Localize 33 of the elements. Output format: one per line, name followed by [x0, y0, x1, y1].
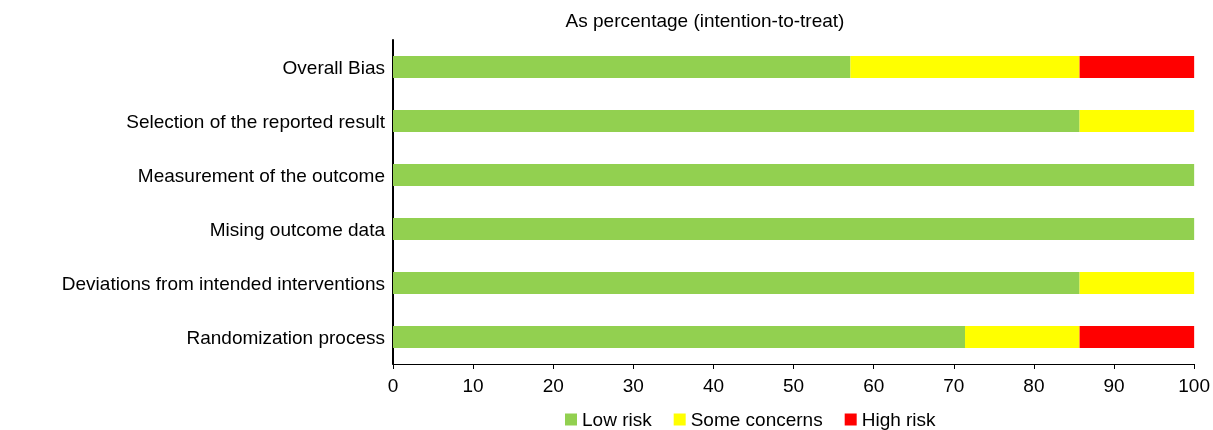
x-tick-label: 70 — [943, 375, 965, 396]
x-tick-label: 50 — [783, 375, 805, 396]
y-tick-label: Overall Bias — [282, 56, 385, 78]
x-tick-label: 10 — [462, 375, 484, 396]
bar — [1079, 272, 1195, 294]
y-tick-label: Measurement of the outcome — [137, 164, 385, 186]
chart-title: As percentage (intention-to-treat) — [565, 10, 845, 31]
bar — [393, 272, 1080, 294]
bar — [393, 218, 1195, 240]
x-tick-label: 80 — [1023, 375, 1045, 396]
x-tick-label: 90 — [1103, 375, 1125, 396]
y-tick-label: Mising outcome data — [209, 218, 386, 240]
x-tick-label: 40 — [702, 375, 725, 396]
bar — [393, 164, 1195, 186]
y-tick-label: Deviations from intended interventions — [61, 272, 385, 294]
y-tick-label: Randomization process — [186, 326, 385, 348]
legend-label: Low risk — [582, 409, 653, 430]
bar — [1079, 326, 1195, 348]
x-tick-label: 60 — [863, 375, 885, 396]
x-tick-label: 20 — [542, 375, 564, 396]
legend-label: High risk — [861, 409, 937, 430]
bar — [393, 110, 1080, 132]
x-tick-label: 30 — [622, 375, 644, 396]
x-tick-label: 0 — [387, 375, 399, 396]
bar — [393, 326, 966, 348]
legend-label: Some concerns — [690, 409, 823, 430]
x-tick-label: 100 — [1178, 375, 1210, 396]
bar — [850, 56, 1080, 78]
bar — [965, 326, 1080, 348]
y-tick-label: Selection of the reported result — [126, 110, 386, 132]
bar — [393, 56, 851, 78]
bar — [1079, 110, 1195, 132]
bar — [1079, 56, 1195, 78]
